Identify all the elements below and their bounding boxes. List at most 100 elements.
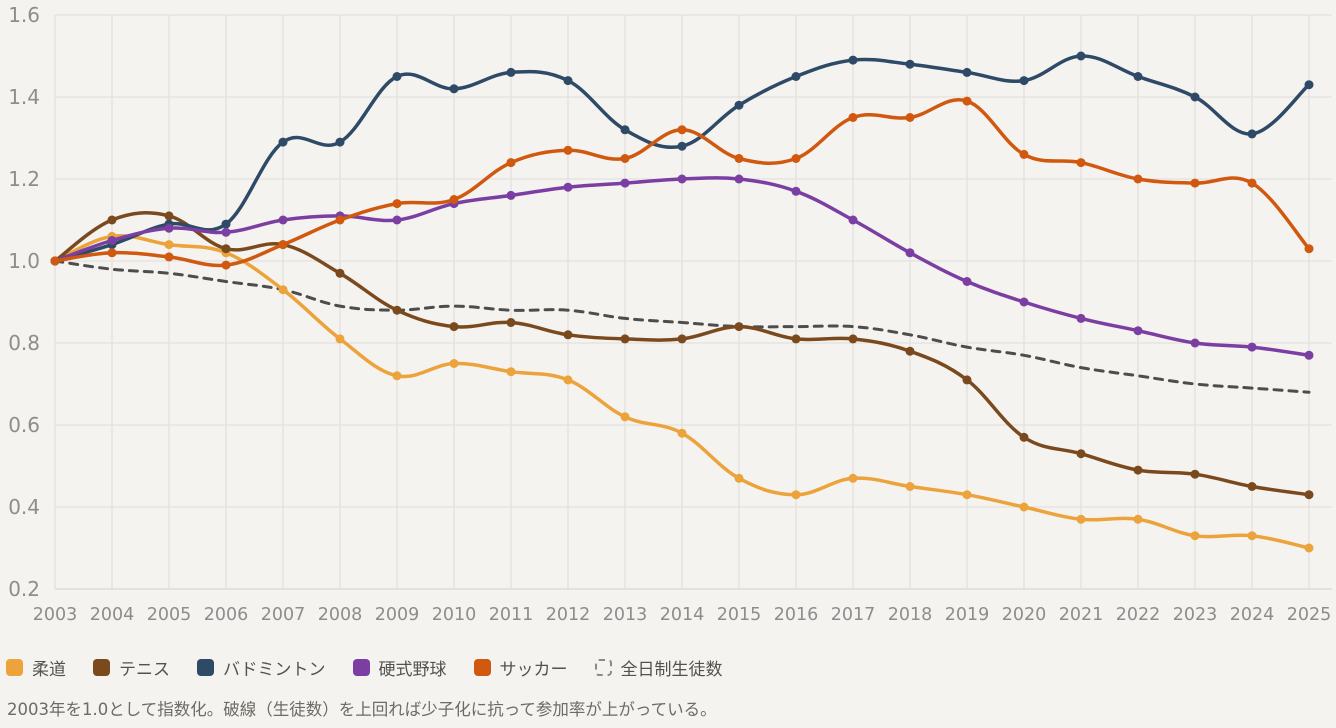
legend-label-tennis: テニス (119, 659, 170, 680)
x-tick-label: 2015 (717, 605, 762, 625)
legend-item-tennis[interactable]: テニス (93, 655, 170, 680)
data-point-tennis (107, 215, 117, 225)
legend-dashed-swatch-icon-students (594, 658, 612, 676)
data-point-baseball (563, 182, 573, 192)
x-tick-label: 2021 (1059, 605, 1104, 625)
series-soccer (50, 96, 1314, 270)
data-point-badminton (791, 72, 801, 81)
data-point-badminton (563, 76, 573, 86)
x-tick-label: 2024 (1230, 605, 1275, 625)
data-point-badminton (905, 59, 915, 69)
data-point-baseball (620, 178, 630, 188)
data-point-tennis (221, 244, 231, 254)
legend-item-baseball[interactable]: 硬式野球 (352, 655, 447, 680)
data-point-judo (1190, 531, 1200, 541)
x-tick-label: 2010 (432, 605, 477, 625)
series-line-students (53, 259, 1311, 394)
data-point-baseball (848, 215, 858, 225)
data-point-tennis (392, 305, 402, 315)
x-tick-label: 2011 (489, 605, 534, 625)
data-point-baseball (1076, 313, 1086, 323)
legend-swatch-icon-judo (6, 658, 23, 676)
data-point-badminton (962, 67, 972, 77)
data-point-soccer (962, 96, 972, 106)
data-point-judo (905, 482, 915, 491)
y-tick-label: 1.0 (8, 249, 40, 273)
data-point-baseball (221, 227, 231, 237)
series-line-badminton (53, 54, 1311, 263)
data-point-badminton (449, 84, 459, 94)
data-point-judo (620, 412, 630, 422)
data-point-tennis (1190, 469, 1200, 479)
data-point-tennis (620, 334, 630, 344)
grid-lines (54, 14, 1332, 590)
data-point-judo (335, 334, 345, 344)
data-point-tennis (506, 318, 516, 327)
data-point-judo (563, 375, 573, 385)
legend-label-baseball: 硬式野球 (378, 659, 447, 680)
data-point-tennis (563, 330, 573, 340)
data-point-judo (506, 367, 516, 377)
data-point-tennis (164, 211, 174, 221)
y-tick-label: 1.4 (8, 85, 40, 109)
data-point-tennis (791, 334, 801, 344)
x-tick-label: 2003 (33, 605, 78, 625)
x-tick-label: 2022 (1116, 605, 1161, 625)
x-tick-label: 2018 (888, 605, 933, 625)
data-point-tennis (335, 268, 345, 278)
y-tick-label: 0.4 (8, 495, 40, 519)
x-tick-label: 2006 (204, 605, 249, 625)
data-point-judo (1133, 514, 1143, 524)
data-point-badminton (1190, 92, 1200, 102)
x-tick-label: 2016 (774, 605, 819, 625)
data-point-baseball (791, 186, 801, 196)
data-point-baseball (278, 215, 288, 225)
x-tick-label: 2019 (945, 605, 990, 625)
x-tick-label: 2004 (90, 605, 135, 625)
data-point-soccer (1076, 158, 1086, 168)
data-point-badminton (848, 55, 858, 65)
y-tick-label: 0.8 (8, 331, 40, 355)
data-point-baseball (1247, 342, 1257, 352)
legend-item-badminton[interactable]: バドミントン (197, 655, 326, 680)
data-point-judo (1247, 531, 1257, 541)
data-point-soccer (221, 260, 231, 270)
data-point-baseball (1304, 350, 1314, 360)
chart-canvas: 0.2 0.4 0.6 0.8 1.0 1.2 1.4 1.6 2003 2004 2005 2006… (8, 3, 1332, 625)
legend-item-soccer[interactable]: サッカー (473, 655, 568, 680)
data-point-soccer (905, 113, 915, 122)
legend-item-judo[interactable]: 柔道 (6, 655, 66, 680)
data-point-baseball (164, 223, 174, 233)
x-tick-label: 2023 (1173, 605, 1218, 625)
x-tick-label: 2020 (1002, 605, 1047, 625)
data-point-badminton (1133, 72, 1143, 81)
data-point-soccer (392, 199, 402, 209)
data-point-soccer (1133, 174, 1143, 184)
y-axis-labels: 0.2 0.4 0.6 0.8 1.0 1.2 1.4 1.6 (8, 3, 40, 601)
data-point-tennis (449, 322, 459, 332)
data-point-soccer (335, 215, 345, 225)
legend-label-students: 全日制生徒数 (620, 659, 723, 680)
legend-item-students[interactable]: 全日制生徒数 (594, 655, 723, 680)
data-point-tennis (848, 334, 858, 344)
data-point-badminton (1304, 80, 1314, 90)
data-point-baseball (905, 248, 915, 258)
data-point-soccer (107, 248, 117, 258)
data-point-soccer (734, 154, 744, 163)
series-tennis (50, 211, 1314, 500)
chart-legend: 柔道 テニス バドミントン 硬式野球 サッカー 全日制生徒数 (6, 650, 723, 684)
data-point-baseball (506, 190, 516, 200)
data-point-soccer (1304, 244, 1314, 254)
data-point-soccer (1019, 149, 1029, 159)
data-point-baseball (1190, 338, 1200, 348)
data-point-baseball (962, 277, 972, 286)
data-point-judo (1076, 514, 1086, 524)
data-point-tennis (1133, 465, 1143, 475)
data-point-badminton (506, 67, 516, 77)
data-point-soccer (164, 252, 174, 262)
data-point-baseball (1133, 326, 1143, 336)
data-point-judo (791, 490, 801, 500)
data-point-judo (677, 428, 687, 438)
data-point-badminton (1076, 51, 1086, 61)
